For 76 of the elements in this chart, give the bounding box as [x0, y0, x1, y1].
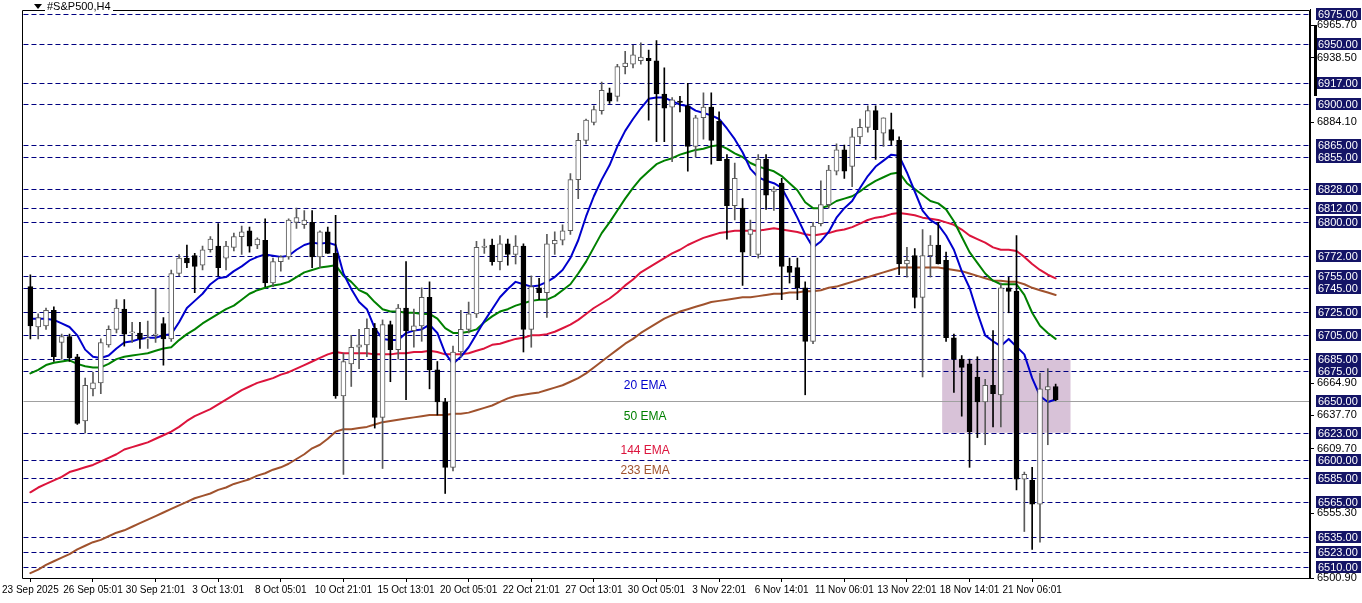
candlestick: [638, 42, 644, 65]
candlestick: [661, 67, 668, 142]
ref-line-label: 6523.00: [1318, 545, 1358, 558]
ref-line-label: 6705.00: [1318, 328, 1358, 341]
y-tick-label: 6664.90: [1317, 376, 1357, 389]
x-tick-label: 15 Oct 13:01: [377, 583, 436, 595]
ref-line-label: 6855.00: [1318, 150, 1358, 163]
ref-line-label: 6772.00: [1318, 249, 1358, 262]
y-tick-label: 6555.30: [1317, 506, 1357, 519]
x-tick-label: 6 Nov 14:01: [754, 583, 810, 595]
x-tick-label: 11 Nov 06:01: [814, 583, 875, 595]
ref-line-label: 6745.00: [1318, 281, 1358, 294]
ref-line-label: 6812.00: [1318, 201, 1358, 214]
y-tick-label: 6500.90: [1317, 571, 1357, 584]
candlestick: [481, 238, 488, 254]
ref-line-label: 6917.00: [1318, 76, 1358, 89]
x-tick-label: 30 Oct 05:01: [627, 583, 686, 595]
text: 233 EMA: [620, 463, 670, 478]
ref-line-label: 6600.00: [1318, 453, 1358, 466]
y-tick-label: 6884.10: [1317, 115, 1357, 128]
candlestick: [356, 329, 362, 369]
ref-line-label: 6950.00: [1318, 37, 1358, 50]
ref-line-label: 6900.00: [1318, 97, 1358, 110]
x-tick-label: 18 Nov 14:01: [939, 583, 1000, 595]
candlestick: [622, 50, 629, 75]
x-tick-label: 21 Nov 06:01: [1002, 583, 1063, 595]
ref-line-label: 6685.00: [1318, 352, 1358, 365]
candlestick: [904, 247, 910, 278]
candlestick: [137, 321, 143, 349]
candlestick: [990, 330, 996, 428]
ref-line-label: 6828.00: [1318, 182, 1358, 195]
candlestick: [1044, 368, 1051, 446]
x-tick-label: 27 Oct 13:01: [565, 583, 623, 595]
ref-line-label: 6565.00: [1318, 495, 1358, 508]
ref-line-label: 6975.00: [1318, 7, 1358, 20]
candlestick: [958, 355, 965, 417]
x-tick-label: 20 Oct 05:01: [440, 583, 498, 595]
ref-line-label: 6510.00: [1318, 560, 1358, 573]
ref-line-label: 6725.00: [1318, 305, 1358, 318]
ref-line-label: 6585.00: [1318, 471, 1358, 484]
candlestick: [1005, 276, 1012, 314]
x-tick-label: 10 Oct 21:01: [314, 583, 373, 595]
y-tick-label: 6609.70: [1317, 441, 1357, 454]
candlestick: [551, 231, 558, 255]
x-tick-label: 26 Sep 05:01: [63, 583, 124, 595]
candlestick: [129, 321, 135, 343]
x-tick-label: 3 Oct 13:01: [192, 583, 245, 595]
text: 144 EMA: [620, 442, 670, 457]
x-tick-label: 23 Sep 2025: [2, 583, 60, 595]
text: 50 EMA: [623, 408, 667, 423]
ref-line-label: 6650.00: [1318, 394, 1358, 407]
candlestick: [144, 320, 151, 349]
x-tick-label: 8 Oct 05:01: [254, 583, 308, 595]
y-tick-label: 6965.70: [1317, 18, 1357, 31]
x-tick-label: 13 Nov 22:01: [877, 583, 938, 595]
candlestick: [669, 97, 675, 163]
candlestick: [411, 308, 417, 348]
ref-line-label: 6755.00: [1318, 269, 1358, 282]
ref-line-label: 6800.00: [1318, 215, 1358, 228]
text: 20 EMA: [623, 378, 667, 393]
candlestick: [771, 186, 777, 211]
ref-line-label: 6675.00: [1318, 364, 1358, 377]
ref-line-label: 6623.00: [1318, 426, 1358, 439]
chart-title: #S&P500,H4: [45, 0, 113, 13]
ref-line-label: 6535.00: [1318, 530, 1358, 543]
candlestick: [301, 210, 308, 229]
y-tick-label: 6938.50: [1317, 50, 1357, 63]
y-tick-label: 6637.70: [1317, 408, 1357, 421]
x-tick-label: 3 Nov 22:01: [692, 583, 747, 595]
ref-line-label: 6865.00: [1318, 138, 1358, 151]
x-tick-label: 30 Sep 21:01: [125, 583, 186, 595]
candlestick: [184, 244, 190, 268]
candlestick: [677, 96, 683, 113]
x-tick-label: 22 Oct 21:01: [502, 583, 561, 595]
candlestick: [403, 261, 409, 400]
candlestick: [238, 225, 245, 255]
